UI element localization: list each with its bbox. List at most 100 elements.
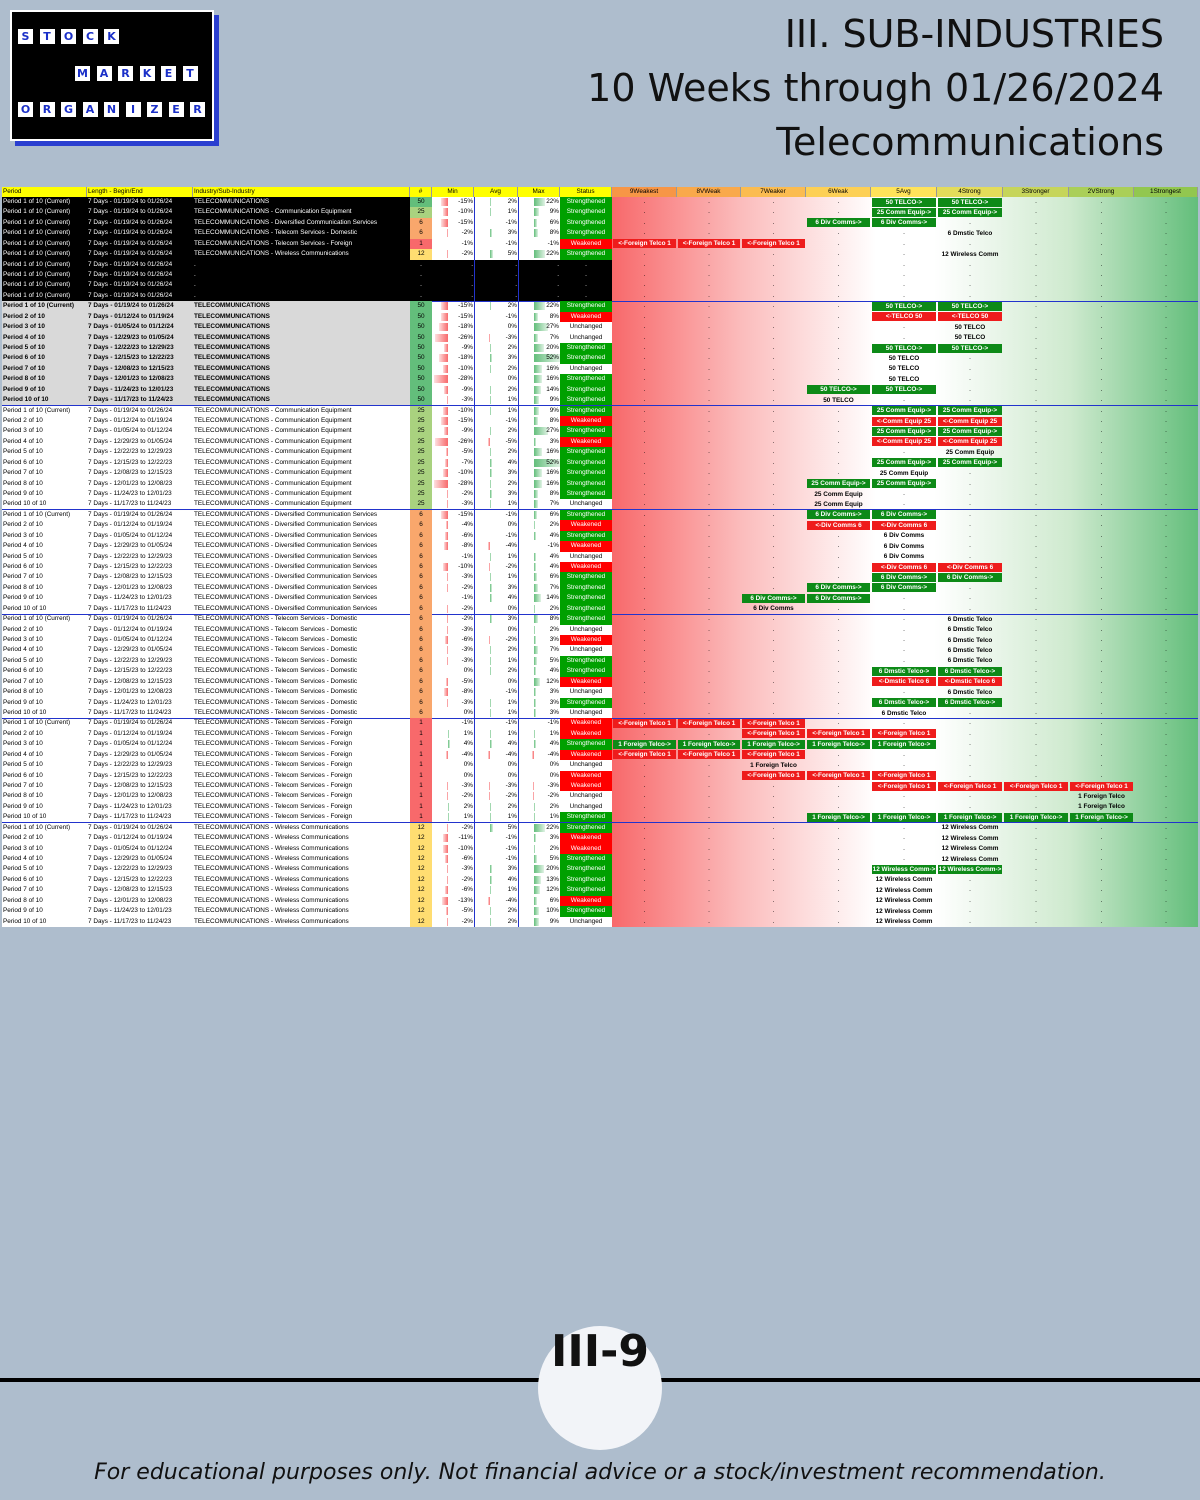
cell: 12 [410, 822, 432, 834]
cell: . [1100, 218, 1103, 226]
cell: . [903, 333, 905, 341]
data-bar [490, 500, 491, 509]
zone-cell: <-Div Comms 6 [806, 520, 871, 530]
zone-label: <-Div Comms 6 [872, 562, 936, 572]
cell: Strengthened [560, 572, 612, 583]
cell: . [903, 646, 905, 654]
cell: . [708, 344, 710, 351]
cell: -2% [505, 563, 517, 570]
data-bar [490, 573, 491, 582]
cell: . [837, 364, 840, 372]
zone-label: 6 Div Comms-> [938, 572, 1002, 582]
cell: . [903, 823, 905, 831]
cell: . [708, 458, 710, 466]
cell: 7 Days - 01/19/24 to 01/26/24 [88, 198, 173, 205]
cell: Period 1 of 10 (Current) [2, 259, 87, 270]
cell: 12 [410, 895, 432, 907]
cell: 1% [507, 813, 517, 821]
cell: . [903, 490, 905, 497]
cell: Period 9 of 10 [3, 698, 43, 706]
logo-letter: K [139, 66, 155, 81]
data-bar [534, 323, 548, 332]
data-bar [446, 656, 448, 665]
zone-cell: 25 Comm Equip-> [871, 406, 937, 416]
cell: . [708, 469, 710, 477]
cell: . [772, 385, 775, 393]
cell: . [708, 771, 710, 779]
cell: . [837, 698, 840, 706]
data-bar [534, 688, 536, 697]
cell: . [903, 281, 905, 289]
cell: . [643, 354, 646, 362]
data-bar [534, 375, 542, 384]
zone-label: <-Foreign Telco 1 [678, 750, 740, 760]
cell: . [772, 552, 775, 560]
cell: 7 Days - 12/29/23 to 01/05/24 [88, 855, 173, 862]
cell: . [1165, 479, 1167, 487]
cell: . [708, 792, 710, 800]
cell: 0% [463, 667, 473, 675]
cell: . [708, 907, 710, 915]
cell: 50 [410, 363, 432, 375]
cell: 50 [410, 301, 432, 312]
data-bar [443, 385, 448, 394]
cell: . [1035, 698, 1037, 706]
data-bar [490, 250, 493, 259]
cell: 25 [410, 405, 432, 416]
cell: . [1100, 208, 1103, 216]
cell: -5% [505, 437, 517, 445]
cell: . [903, 291, 905, 299]
data-bar [489, 719, 490, 728]
cell: . [772, 802, 775, 810]
cell: 50 [410, 343, 432, 354]
cell: . [708, 542, 710, 550]
cell: Unchanged [560, 332, 612, 343]
zone-cell: 25 Comm Equip-> [937, 406, 1003, 416]
data-bar [487, 437, 490, 446]
cell: . [772, 792, 775, 800]
data-bar [534, 855, 537, 863]
cell: . [1100, 573, 1103, 581]
cell: Period 10 of 10 [3, 604, 47, 612]
cell: 7 Days - 01/19/24 to 01/26/24 [88, 229, 173, 237]
data-bar [489, 563, 490, 571]
zone-cell: 50 TELCO-> [871, 343, 937, 353]
cell: . [1035, 917, 1037, 925]
cell: . [708, 291, 710, 299]
cell: . [1100, 740, 1103, 748]
data-bar [534, 333, 538, 342]
cell: -2% [461, 615, 473, 623]
cell: . [643, 552, 646, 560]
cell: 9% [549, 917, 559, 925]
data-bar [443, 364, 448, 373]
cell: 6 [410, 593, 432, 604]
cell: . [837, 834, 840, 842]
zone-cell: 12 Wireless Comm [871, 917, 937, 927]
cell: 3% [549, 437, 559, 445]
data-bar [490, 740, 492, 749]
zone-cell: <-Foreign Telco 1 [612, 750, 677, 760]
zone-cell: 1 Foreign Telco-> [871, 739, 937, 749]
row-shade [2, 374, 410, 386]
cell: . [1035, 239, 1037, 247]
zone-cell: 25 Comm Equip-> [937, 458, 1003, 468]
cell: -10% [458, 563, 473, 570]
cell: 6 [410, 509, 432, 521]
cell: . [969, 271, 971, 278]
data-bar [447, 250, 448, 259]
cell: . [1165, 427, 1167, 435]
cell: -5% [461, 677, 473, 685]
cell: . [1165, 563, 1167, 570]
data-bar [534, 667, 536, 676]
cell: . [772, 364, 775, 372]
cell: . [1165, 364, 1167, 372]
cell: . [643, 208, 646, 216]
cell: . [1035, 333, 1037, 341]
cell: . [1165, 615, 1167, 623]
zone-cell: 12 Wireless Comm [871, 875, 937, 885]
data-bar [534, 615, 538, 624]
cell: -5% [461, 907, 473, 915]
cell: 2% [463, 802, 473, 810]
cell: . [772, 375, 775, 383]
cell: . [1100, 823, 1103, 831]
